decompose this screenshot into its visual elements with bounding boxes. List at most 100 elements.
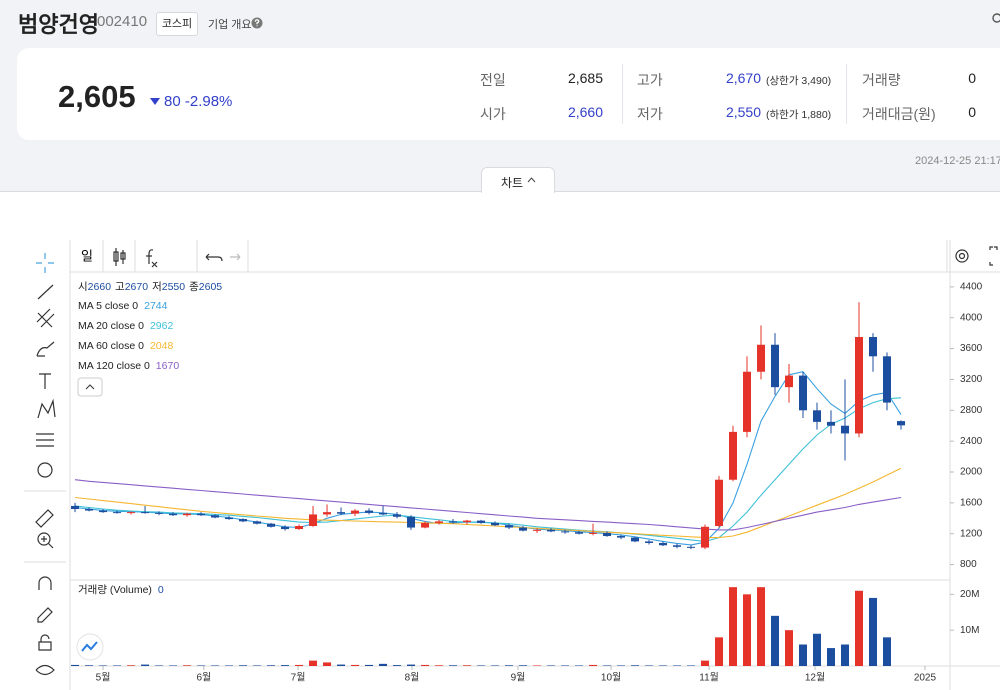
down-arrow xyxy=(150,98,160,105)
divider xyxy=(622,64,623,124)
legend-collapse-button[interactable] xyxy=(77,377,103,397)
redo-icon[interactable] xyxy=(230,253,241,261)
help-icon[interactable] xyxy=(251,17,263,29)
ma-legend: MA 5 close 0 2744 xyxy=(78,300,168,312)
fullscreen-icon[interactable] xyxy=(989,246,998,266)
text-tool[interactable] xyxy=(39,373,51,389)
price-change: 80 -2.98% xyxy=(164,93,232,110)
volume-bar xyxy=(225,665,234,666)
ma-line xyxy=(74,397,902,542)
volume-bar xyxy=(71,664,80,666)
stat-value: 2,670 xyxy=(725,70,761,86)
stat-label: 고가 xyxy=(637,72,663,88)
volume-bar xyxy=(281,665,290,666)
ruler-tool[interactable] xyxy=(35,509,54,528)
lock-drawing-tool[interactable] xyxy=(37,607,53,623)
volume-bar xyxy=(771,615,780,666)
stat-label: 거래량 xyxy=(862,72,901,88)
magnet-tool[interactable] xyxy=(38,576,52,590)
candle-body xyxy=(645,541,654,543)
volume-bar xyxy=(141,664,150,666)
volume-bar xyxy=(589,664,598,666)
volume-bar xyxy=(799,644,808,666)
candle-body xyxy=(799,375,808,411)
volume-bar xyxy=(253,665,262,666)
candle-body xyxy=(421,522,430,528)
candle-body xyxy=(533,529,542,531)
volume-tick-label: 20M xyxy=(960,589,979,600)
y-tick-label: 3600 xyxy=(960,343,983,354)
chart-tab[interactable]: 차트 xyxy=(481,167,555,193)
fib-tool[interactable] xyxy=(36,433,54,447)
search-icon[interactable] xyxy=(990,12,1000,26)
candle-body xyxy=(197,513,206,516)
volume-bar xyxy=(855,590,864,666)
tab-caret xyxy=(527,177,536,183)
settings-icon[interactable] xyxy=(955,249,969,263)
candle-body xyxy=(715,479,724,527)
period-button[interactable]: 일 xyxy=(81,248,93,263)
volume-legend: 거래량 (Volume) 0 xyxy=(78,584,164,596)
ma-line xyxy=(74,479,902,531)
stat-label: 시가 xyxy=(480,106,506,122)
volume-bar xyxy=(477,665,486,666)
volume-bar xyxy=(113,665,122,666)
settings-hub xyxy=(958,252,966,260)
volume-bar xyxy=(421,664,430,666)
candle-body xyxy=(449,521,458,523)
candle-body xyxy=(183,513,192,516)
candle-body xyxy=(211,515,220,518)
volume-bar xyxy=(841,644,850,666)
change-percent: -2.98% xyxy=(184,93,233,110)
lock-tool[interactable] xyxy=(38,634,52,651)
ma-legend-value: 2962 xyxy=(150,320,174,332)
y-tick-label: 1600 xyxy=(960,498,983,509)
candle-body xyxy=(407,516,416,528)
candle-body xyxy=(379,512,388,515)
stat-label: 저가 xyxy=(637,106,663,122)
volume-bar xyxy=(393,665,402,666)
pattern-tool[interactable] xyxy=(37,398,56,419)
volume-bar xyxy=(85,665,94,666)
y-tick-label: 1200 xyxy=(960,528,983,539)
x-tick-label: 5월 xyxy=(96,672,111,684)
visibility-tool[interactable] xyxy=(35,664,55,676)
current-price: 2,605 xyxy=(58,79,136,114)
down-triangle xyxy=(150,98,160,105)
zoom-tool[interactable] xyxy=(37,532,51,546)
volume-bar xyxy=(239,665,248,666)
volume-bar xyxy=(365,664,374,666)
stock-name: 범양건영 xyxy=(18,12,99,37)
stat-label: 거래대금(원) xyxy=(862,106,936,122)
ma-legend-name: MA 20 close 0 xyxy=(78,320,144,332)
candle-body xyxy=(561,531,570,533)
volume-bar xyxy=(575,665,584,666)
crosshair-tool[interactable] xyxy=(36,253,54,273)
candle-type-icon[interactable] xyxy=(113,248,126,266)
ohlc-label: 고 xyxy=(115,281,125,293)
candle-body xyxy=(631,537,640,542)
emoji-tool[interactable] xyxy=(37,462,53,478)
volume-bar xyxy=(533,665,542,666)
line-tool[interactable] xyxy=(37,284,54,300)
volume-bar xyxy=(337,664,346,666)
candle-body xyxy=(71,505,80,510)
ohlc-value: 2550 xyxy=(162,281,186,293)
ohlc-value: 2660 xyxy=(88,281,112,293)
undo-icon[interactable] xyxy=(205,253,223,262)
candle-body xyxy=(701,526,710,548)
candle-body xyxy=(743,371,752,432)
volume-bar xyxy=(603,665,612,666)
pitchfork-tool[interactable] xyxy=(36,308,55,328)
volume-bar xyxy=(351,664,360,666)
ohlc-label: 저 xyxy=(152,281,162,293)
candle-body xyxy=(841,425,850,434)
company-info-link[interactable]: 기업 개요 xyxy=(208,19,252,31)
brush-tool[interactable] xyxy=(36,341,55,357)
formula-icon[interactable] xyxy=(146,249,158,268)
ohlc-label: 시 xyxy=(78,281,88,293)
change-amount: 80 xyxy=(164,93,181,110)
stat-label: 전일 xyxy=(480,72,506,88)
ohlc-value: 2605 xyxy=(199,281,223,293)
